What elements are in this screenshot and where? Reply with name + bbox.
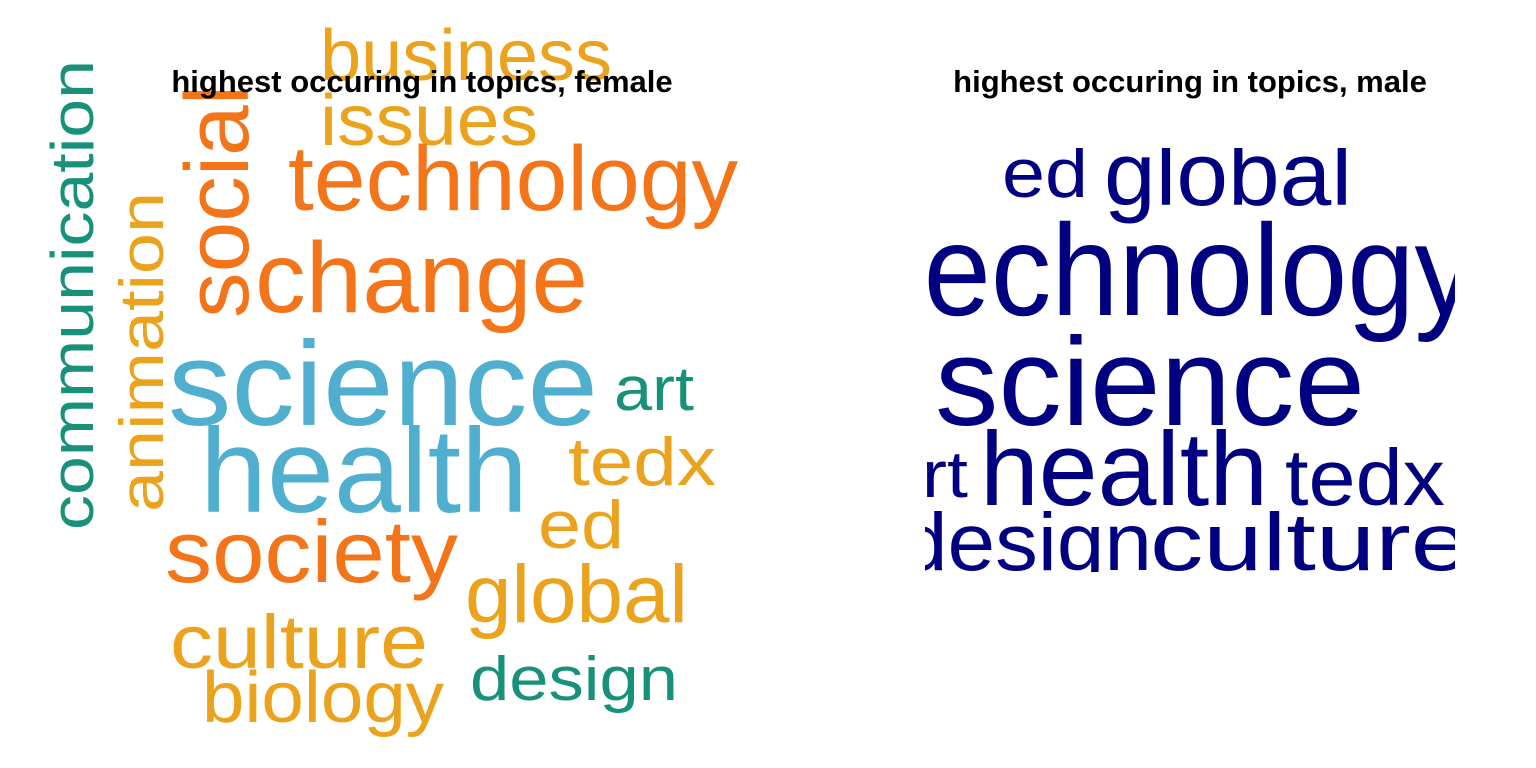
cloud-word: global [1104,125,1352,225]
cloud-word: animation [108,192,177,512]
cloud-word: tedx [1285,433,1445,522]
cloud-word: technology [288,128,738,230]
cloud-word: health [980,411,1268,528]
cloud-word: technology [890,197,1475,343]
cloud-word: tedx [568,424,716,500]
cloud-word: global [465,549,688,640]
cloud-word: art [880,437,968,511]
cloud-word: design [900,497,1152,588]
cloud-word: issues [320,81,538,161]
cloud-word: science [935,313,1365,452]
cloud-word: change [255,222,588,334]
cloud-word: culture [1150,497,1470,588]
cloud-word: science [168,317,598,451]
cloud-word: social [168,85,268,318]
cloud-word: communication [39,60,106,530]
cloud-word: design [470,645,678,714]
cloud-word: biology [202,658,444,738]
cloud-word: health [200,404,528,538]
panel-title: highest occuring in topics, male [953,64,1427,99]
cloud-word: society [165,502,458,601]
panel-title: highest occuring in topics, female [171,64,672,99]
cloud-word: ed [538,487,624,563]
cloud-word: culture [170,600,428,685]
cloud-word: ed [1002,134,1088,212]
cloud-word: art [614,355,694,424]
cloud-word: business [320,16,612,96]
